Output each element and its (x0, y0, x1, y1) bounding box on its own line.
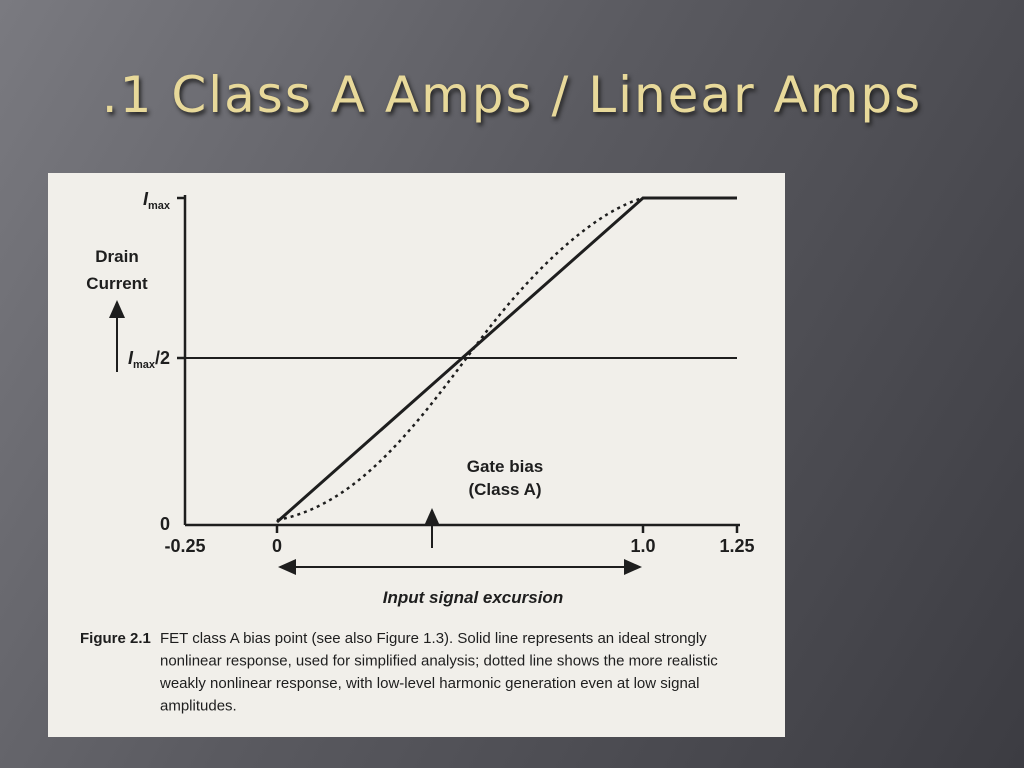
tick-sub: max (133, 359, 156, 371)
x-tick-label: 1.0 (630, 536, 655, 556)
x-tick-label: 1.25 (719, 536, 754, 556)
y-axis-title: Drain (95, 247, 138, 266)
caption-line: FET class A bias point (see also Figure … (160, 630, 707, 647)
annotation: (Class A) (468, 480, 541, 499)
caption-line: amplitudes. (160, 698, 237, 715)
axes (109, 195, 740, 575)
y-axis-title: Current (86, 274, 148, 293)
tick-main: I (128, 348, 134, 368)
annotation: Gate bias (467, 457, 544, 476)
tick-sub: max (148, 200, 171, 212)
caption-line: weakly nonlinear response, with low-leve… (159, 675, 699, 692)
y-tick-label: 0 (160, 514, 170, 534)
y-tick-label: Imax (143, 189, 171, 212)
caption-label: Figure 2.1 (80, 630, 151, 647)
slide-title: .1 Class A Amps / Linear Amps (101, 66, 923, 124)
y-tick-label: Imax/2 (128, 348, 170, 371)
x-axis-title: Input signal excursion (383, 588, 563, 607)
scan (48, 173, 785, 737)
x-tick-label: -0.25 (164, 536, 205, 556)
caption-line: nonlinear response, used for simplified … (160, 653, 718, 670)
tick-suffix: /2 (155, 348, 170, 368)
tick-main: 0 (160, 514, 170, 534)
x-tick-label: 0 (272, 536, 282, 556)
tick-main: I (143, 189, 149, 209)
